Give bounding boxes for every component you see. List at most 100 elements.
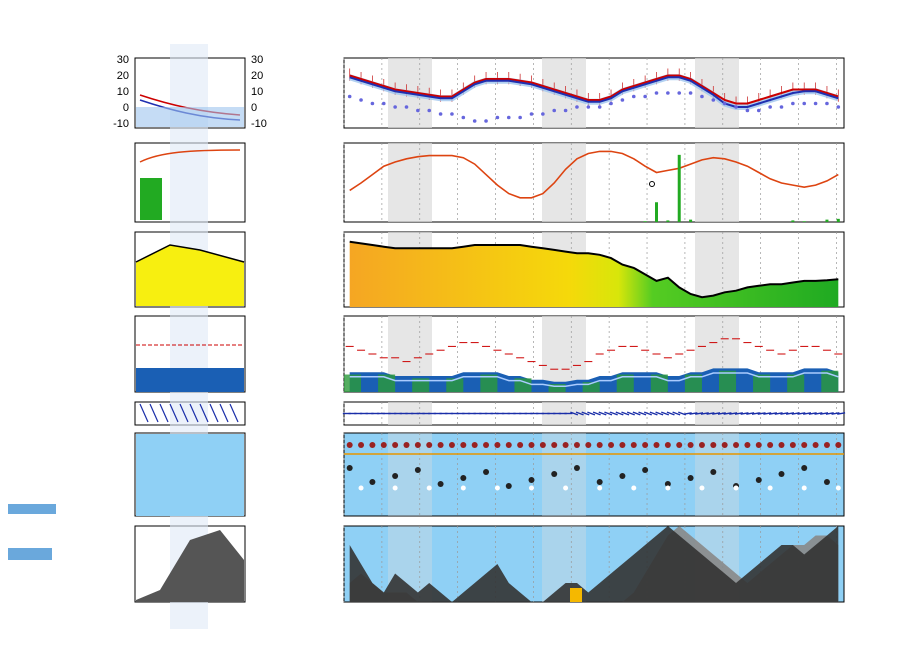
wind-arrow — [768, 412, 778, 415]
cloud-top-dot — [619, 442, 626, 448]
wind-arrow — [609, 411, 618, 416]
mini-wind-arrow — [209, 403, 219, 423]
dew-point-dot — [756, 108, 761, 113]
cloud-base-dot — [710, 469, 717, 475]
cloud-top-dot — [733, 442, 740, 448]
wind-arrow — [757, 412, 766, 415]
cloud-base-dot-light — [392, 485, 398, 491]
pressure-area — [349, 241, 839, 307]
wind-range-block — [616, 374, 634, 392]
dew-point-dot — [813, 101, 818, 106]
cloud-top-dot — [460, 442, 467, 448]
dew-point-dot — [381, 101, 386, 106]
cloud-top-dot — [664, 442, 671, 448]
dew-point-dot — [802, 101, 807, 106]
wind-range-block — [480, 374, 498, 392]
cloud-base-dot — [437, 481, 444, 487]
dew-point-dot — [734, 105, 738, 109]
wind-range-block — [753, 374, 771, 392]
cloud-top-dot — [471, 442, 478, 448]
dew-point-dot — [484, 119, 488, 123]
wind-arrow — [751, 412, 760, 415]
mini-temp-tick: -10 — [251, 118, 267, 130]
cloud-base-dot-light — [494, 485, 500, 491]
cloud-top-dot — [494, 442, 501, 448]
dew-point-dot — [768, 105, 772, 109]
wind-arrow — [581, 411, 590, 416]
precip-bar — [836, 218, 840, 222]
precip-bar — [677, 154, 681, 222]
wind-speed-line — [349, 372, 839, 388]
cloud-top-dot — [755, 442, 762, 448]
wind-arrow — [689, 412, 698, 415]
mini-temp-tick: 0 — [123, 102, 129, 114]
cloud-base-dot-light — [358, 485, 364, 491]
wind-area — [349, 368, 839, 392]
wind-arrow — [672, 411, 681, 416]
cloud-top-dot — [414, 442, 421, 448]
wind-arrow — [643, 411, 652, 416]
dew-point-dot — [643, 94, 647, 99]
cloud-base-dot-light — [835, 485, 841, 491]
dew-point-dot — [688, 91, 693, 95]
dew-point-dot — [359, 98, 363, 102]
cloud-base-dot — [505, 483, 512, 489]
cloud-base-dot — [619, 473, 626, 479]
dew-point-dot — [404, 105, 409, 109]
mini-temp-tick: 30 — [251, 54, 263, 66]
dew-point-dot — [450, 112, 454, 116]
wind-arrow — [615, 411, 624, 416]
wind-range-block — [344, 374, 362, 392]
cloud-top-dot — [835, 442, 842, 448]
wind-range-block — [412, 378, 430, 392]
night-band — [542, 316, 586, 392]
mini-wind-arrow — [149, 403, 159, 423]
cloud-base-dot — [551, 471, 558, 477]
humidity-line — [349, 150, 839, 199]
wind-arrow — [797, 412, 806, 415]
cloud-base-dot — [596, 479, 603, 485]
mini-wind-arrow — [189, 403, 199, 423]
legend-okt-swatch — [8, 504, 56, 514]
mini-wind-arrow — [199, 403, 209, 423]
cloud-base-dot-light — [631, 485, 637, 491]
cloud-top-dot — [721, 442, 728, 448]
cloud-base-dot — [823, 479, 830, 485]
cloud-base-dot — [573, 465, 580, 471]
precip-bar — [791, 220, 795, 222]
cloud-top-dot — [698, 442, 705, 448]
cloud-base-dot-light — [699, 485, 705, 491]
legend-high-swatch — [8, 548, 52, 560]
cloud-top-dot — [767, 442, 774, 448]
cloud-top-dot — [573, 442, 580, 448]
cloud-top-dot — [823, 442, 830, 448]
wind-arrow — [661, 411, 670, 416]
dew-point-dot — [518, 115, 522, 120]
mini-wind-arrow — [179, 403, 189, 423]
cloud-base-dot-light — [665, 485, 671, 491]
wind-arrow — [587, 411, 596, 416]
cloud-base-dot — [369, 479, 376, 485]
dew-point-dot — [711, 98, 716, 102]
wind-arrow — [592, 411, 601, 416]
mini-temp-tick: 30 — [117, 54, 129, 66]
wind-arrow — [774, 412, 783, 415]
mini-feels-band — [136, 107, 244, 127]
mini-temp-tick: 10 — [117, 86, 129, 98]
cloud-top-dot — [437, 442, 444, 448]
mini-pressure-area — [136, 245, 244, 306]
wind-arrow — [666, 411, 675, 416]
dew-point-dot — [677, 91, 682, 95]
cloud-top-dot — [426, 442, 433, 448]
precip-bar — [802, 221, 806, 222]
wind-arrow — [717, 412, 726, 415]
cloud-top-dot — [358, 442, 365, 448]
mini-temp-tick: 10 — [251, 86, 263, 98]
cloud-top-dot — [653, 442, 660, 448]
mini-wind-arrow — [229, 403, 239, 423]
wind-arrow — [837, 412, 846, 415]
night-band — [695, 143, 739, 222]
fog-bar — [570, 588, 582, 602]
feels-line — [349, 76, 839, 108]
wind-arrow — [803, 412, 812, 415]
